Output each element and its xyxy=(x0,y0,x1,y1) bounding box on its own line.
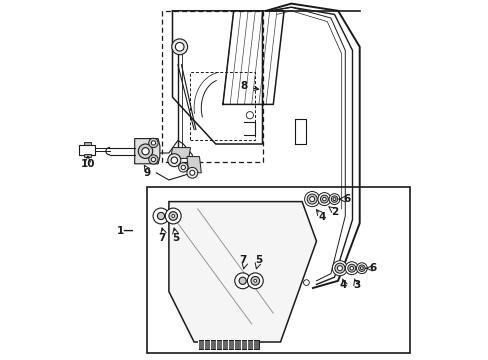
Circle shape xyxy=(142,148,149,155)
Circle shape xyxy=(334,263,344,273)
Bar xyxy=(197,340,258,349)
Polygon shape xyxy=(168,202,316,342)
Text: 5: 5 xyxy=(172,233,180,243)
Circle shape xyxy=(239,277,246,284)
Circle shape xyxy=(328,194,339,204)
Bar xyxy=(83,154,91,157)
Circle shape xyxy=(153,208,168,224)
Text: 8: 8 xyxy=(241,81,258,91)
Circle shape xyxy=(178,163,187,172)
Text: 2: 2 xyxy=(330,207,337,217)
Circle shape xyxy=(171,215,174,217)
Text: 7: 7 xyxy=(158,233,165,243)
Text: 4: 4 xyxy=(339,280,346,291)
Bar xyxy=(83,142,91,145)
Circle shape xyxy=(358,265,365,271)
Text: 6: 6 xyxy=(368,263,376,273)
Circle shape xyxy=(151,157,155,162)
Circle shape xyxy=(189,170,194,175)
Circle shape xyxy=(320,195,328,203)
Circle shape xyxy=(181,165,185,170)
Circle shape xyxy=(332,198,335,201)
Circle shape xyxy=(349,266,353,270)
Circle shape xyxy=(165,208,181,224)
Text: 5: 5 xyxy=(255,255,262,265)
Text: 9: 9 xyxy=(143,168,151,178)
Circle shape xyxy=(330,196,337,202)
Text: 4: 4 xyxy=(318,212,325,222)
Circle shape xyxy=(167,154,181,167)
Circle shape xyxy=(356,263,366,274)
Circle shape xyxy=(247,273,263,289)
Circle shape xyxy=(168,212,177,220)
Circle shape xyxy=(250,276,259,285)
Bar xyxy=(147,187,409,353)
Circle shape xyxy=(317,193,330,206)
Circle shape xyxy=(151,141,155,145)
Text: 10: 10 xyxy=(81,159,95,169)
Circle shape xyxy=(332,261,347,276)
Circle shape xyxy=(306,194,317,204)
Circle shape xyxy=(186,167,197,178)
Circle shape xyxy=(360,267,363,270)
Polygon shape xyxy=(134,139,160,164)
Circle shape xyxy=(234,273,250,289)
Circle shape xyxy=(347,264,355,272)
Circle shape xyxy=(171,39,187,55)
Circle shape xyxy=(337,266,342,271)
Polygon shape xyxy=(186,157,201,173)
Bar xyxy=(79,145,95,155)
Circle shape xyxy=(246,112,253,119)
Polygon shape xyxy=(170,148,190,158)
Circle shape xyxy=(175,42,183,51)
Text: 7: 7 xyxy=(239,255,246,265)
Text: 6: 6 xyxy=(343,194,349,204)
Circle shape xyxy=(148,155,158,164)
Circle shape xyxy=(345,262,358,275)
Circle shape xyxy=(148,138,158,148)
Circle shape xyxy=(253,279,256,282)
Circle shape xyxy=(138,144,152,158)
Text: 3: 3 xyxy=(352,280,360,291)
Circle shape xyxy=(303,280,309,285)
Text: 1—: 1— xyxy=(117,226,134,236)
Circle shape xyxy=(304,192,319,207)
Circle shape xyxy=(322,197,325,201)
Circle shape xyxy=(309,197,314,202)
Circle shape xyxy=(171,157,177,163)
Circle shape xyxy=(157,212,164,220)
